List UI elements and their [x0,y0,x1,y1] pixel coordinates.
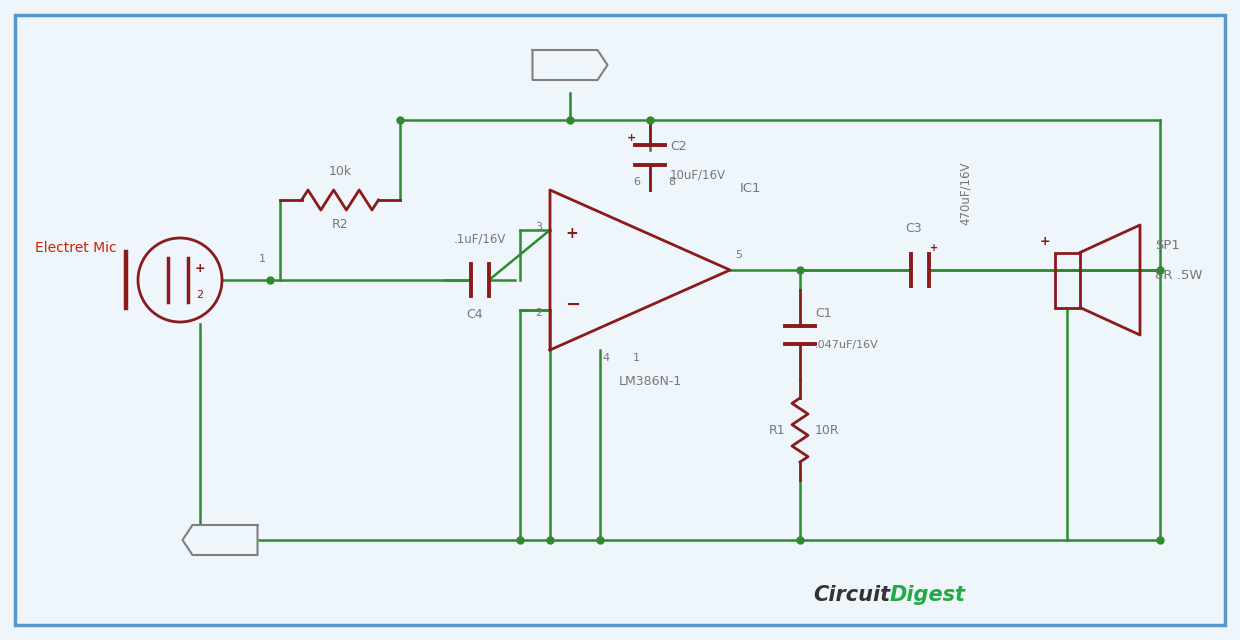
Text: IC1: IC1 [740,182,761,195]
Polygon shape [182,525,258,555]
Text: R1: R1 [769,424,785,436]
Text: 6: 6 [632,177,640,187]
Text: 2: 2 [534,308,542,318]
Text: 10uF/16V: 10uF/16V [670,168,725,181]
Text: +: + [565,225,578,241]
Bar [1055,253,1080,307]
Text: +: + [930,243,939,253]
Text: 10k: 10k [329,165,352,178]
Text: 4: 4 [601,353,609,363]
Text: 8R .5W: 8R .5W [1154,269,1203,282]
Text: C4: C4 [466,308,484,321]
Polygon shape [532,50,608,80]
Text: 5: 5 [735,250,742,260]
Text: GND: GND [211,534,239,547]
Text: 1: 1 [632,353,640,363]
Text: .047uF/16V: .047uF/16V [815,340,879,350]
Text: Electret Mic: Electret Mic [35,241,117,255]
Text: Circuit: Circuit [813,585,890,605]
Text: 470uF/16V: 470uF/16V [959,161,971,225]
Text: 2: 2 [196,290,203,300]
Text: +12V: +12V [548,58,583,72]
Text: 1: 1 [258,254,265,264]
Text: C1: C1 [815,307,832,320]
Text: −: − [565,296,580,314]
Text: SP1: SP1 [1154,239,1180,252]
Text: .1uF/16V: .1uF/16V [454,232,506,245]
Text: +: + [627,133,636,143]
Text: LM386N-1: LM386N-1 [619,375,682,388]
Text: Digest: Digest [890,585,966,605]
Text: 10R: 10R [815,424,839,436]
Text: C2: C2 [670,140,687,153]
Text: 8: 8 [668,177,675,187]
Text: +: + [195,262,206,275]
Text: +: + [1039,234,1050,248]
Text: R2: R2 [331,218,348,231]
Text: C3: C3 [905,222,921,235]
Text: 3: 3 [534,222,542,232]
